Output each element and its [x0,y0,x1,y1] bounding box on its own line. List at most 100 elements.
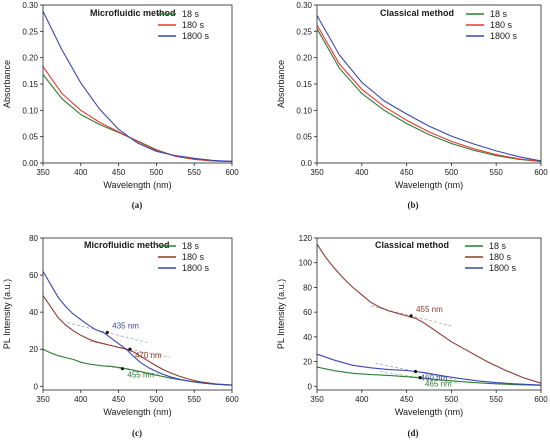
annotation-label: 460 nm [421,373,448,382]
y-tick-label: 0.10 [296,106,312,115]
chart-panel-a: 350 400 450 500 550 600 0.00 0.05 0.10 0.15 0.20 0.… [2,1,239,210]
panel-title: Classical method [375,240,449,250]
x-axis-label: Wavelength (nm) [103,180,171,190]
y-tick-label: 0.20 [296,54,312,63]
y-tick-label: 60 [303,308,312,317]
annotation-label: 470 nm [135,351,162,360]
x-tick-label: 600 [534,395,548,404]
inflection-point [120,367,124,371]
legend-label: 18 s [489,241,507,251]
series-line-1800s [42,271,233,386]
x-tick-label: 550 [188,395,202,404]
y-axis-label: PL Intensity (a.u.) [2,279,12,349]
plot-frame [316,237,542,391]
chart-panel-b: 350 400 450 500 550 600 0.0 0.05 0.10 0.15 0.20 0.2… [276,1,548,210]
x-tick-label: 400 [74,395,88,404]
x-tick-label: 350 [36,395,50,404]
y-tick-label: 40 [303,333,312,342]
annotation-label: 465 nm [425,380,452,389]
y-tick-label: 0.00 [22,159,38,168]
y-axis-label: Absorbance [2,60,12,108]
series-line-180s [42,295,233,386]
x-tick-label: 600 [225,395,239,404]
x-tick-label: 550 [188,168,202,177]
y-tick-label: 0.30 [296,1,312,10]
plot-frame [42,237,233,391]
x-tick-label: 450 [400,395,414,404]
y-tick-label: 100 [299,259,313,268]
legend-label: 18 s [182,9,200,19]
y-tick-label: 0.20 [22,54,38,63]
y-tick-label: 0.05 [22,133,38,142]
inflection-point [409,314,413,318]
y-tick-label: 0.25 [296,27,312,36]
series-line-180s [316,243,542,384]
y-tick-label: 120 [299,234,313,243]
y-tick-label: 0 [34,382,39,391]
legend-label: 180 s [182,252,205,262]
series-line-18s [42,74,233,162]
series-line-18s [316,28,542,162]
y-tick-label: 20 [29,345,38,354]
y-axis-label: Absorbance [276,60,286,108]
legend-label: 18 s [490,9,508,19]
legend-label: 180 s [182,20,205,30]
y-tick-label: 40 [29,308,38,317]
legend-label: 1800 s [490,31,518,41]
x-tick-label: 450 [400,168,414,177]
x-axis-label: Wavelength (nm) [395,407,463,417]
series-line-18s [316,366,542,386]
panel-caption: (d) [408,428,419,438]
annotation-label: 455 nm [416,305,443,314]
x-tick-label: 450 [112,395,126,404]
x-tick-label: 500 [150,168,164,177]
series-line-180s [316,24,542,162]
legend-label: 1800 s [182,263,210,273]
y-tick-label: 0.25 [22,27,38,36]
x-tick-label: 550 [490,395,504,404]
legend-label: 180 s [490,20,513,30]
y-tick-label: 0.0 [301,159,313,168]
x-tick-label: 500 [150,395,164,404]
panel-title: Microfluidic method [90,8,176,18]
x-tick-label: 500 [445,395,459,404]
y-tick-label: 0.05 [296,133,312,142]
y-axis-label: PL Intensity (a.u.) [276,279,286,349]
panel-caption: (b) [408,200,419,210]
panel-title: Classical method [380,8,454,18]
x-tick-label: 500 [445,168,459,177]
inflection-point [128,347,132,351]
x-tick-label: 400 [355,395,369,404]
annotation-label: 435 nm [112,322,139,331]
x-axis-label: Wavelength (nm) [395,180,463,190]
series-line-180s [42,66,233,162]
annotation-label: 455 nm [127,371,154,380]
x-tick-label: 450 [112,168,126,177]
y-tick-label: 0.10 [22,106,38,115]
y-tick-label: 0.15 [296,80,312,89]
x-tick-label: 350 [310,168,324,177]
inflection-point [105,330,109,335]
y-tick-label: 0.15 [22,80,38,89]
x-tick-label: 600 [534,168,548,177]
y-tick-label: 80 [29,234,38,243]
x-tick-label: 350 [36,168,50,177]
y-tick-label: 0.30 [22,1,38,10]
panel-title: Microfluidic method [84,240,170,250]
y-tick-label: 80 [303,283,312,292]
x-tick-label: 350 [310,395,324,404]
legend-label: 1800 s [489,263,517,273]
legend-label: 180 s [489,252,512,262]
panel-caption: (a) [132,200,143,210]
inflection-point [413,369,418,374]
y-tick-label: 0 [308,382,313,391]
x-tick-label: 400 [355,168,369,177]
y-tick-label: 20 [303,358,312,367]
panel-caption: (c) [132,428,142,438]
series-line-1800s [42,11,233,162]
legend-label: 1800 s [182,31,210,41]
inflection-point [418,376,422,380]
series-line-1800s [316,15,542,162]
